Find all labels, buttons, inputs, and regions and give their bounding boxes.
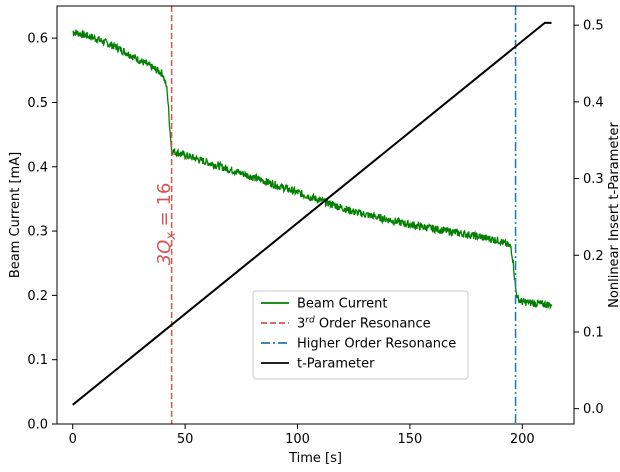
x-tick-label-1: 50	[177, 432, 194, 447]
y-tick-label-3: 0.3	[27, 225, 48, 240]
x-tick-label-3: 150	[397, 432, 422, 447]
x-tick-label-4: 200	[510, 432, 535, 447]
plot-frame	[56, 5, 575, 425]
x-tick-label-2: 100	[285, 432, 310, 447]
y2-tick-label-0: 0.0	[583, 402, 604, 417]
y2-tick-label-4: 0.4	[583, 95, 604, 110]
y-tick-label-1: 0.1	[27, 353, 48, 368]
y2-tick-label-3: 0.3	[583, 172, 604, 187]
legend-label-1: 3rd Order Resonance	[297, 316, 431, 332]
series-line-beam-current	[72, 29, 553, 311]
legend-box	[252, 290, 469, 380]
y2-axis-label: Nonlinear Insert t-Parameter	[607, 122, 620, 308]
y-tick-label-6: 0.6	[27, 32, 48, 47]
legend-label-3: t-Parameter	[297, 357, 375, 372]
y-tick-label-2: 0.2	[27, 289, 48, 304]
y2-tick-label-1: 0.1	[583, 325, 604, 340]
y2-tick-label-2: 0.2	[583, 249, 604, 264]
legend-label-0: Beam Current	[297, 297, 388, 312]
y-tick-label-0: 0.0	[27, 418, 48, 433]
legend-label-2: Higher Order Resonance	[297, 337, 456, 352]
y-tick-label-5: 0.5	[27, 96, 48, 111]
y-tick-label-4: 0.4	[27, 160, 48, 175]
annotation-resonance: 3Qx = 16	[154, 183, 179, 266]
y2-tick-label-5: 0.5	[583, 19, 604, 34]
series-line-t-parameter	[72, 21, 552, 406]
y-axis-label: Beam Current [mA]	[8, 152, 23, 278]
x-tick-label-0: 0	[69, 432, 77, 447]
x-axis-label: Time [s]	[288, 451, 342, 466]
